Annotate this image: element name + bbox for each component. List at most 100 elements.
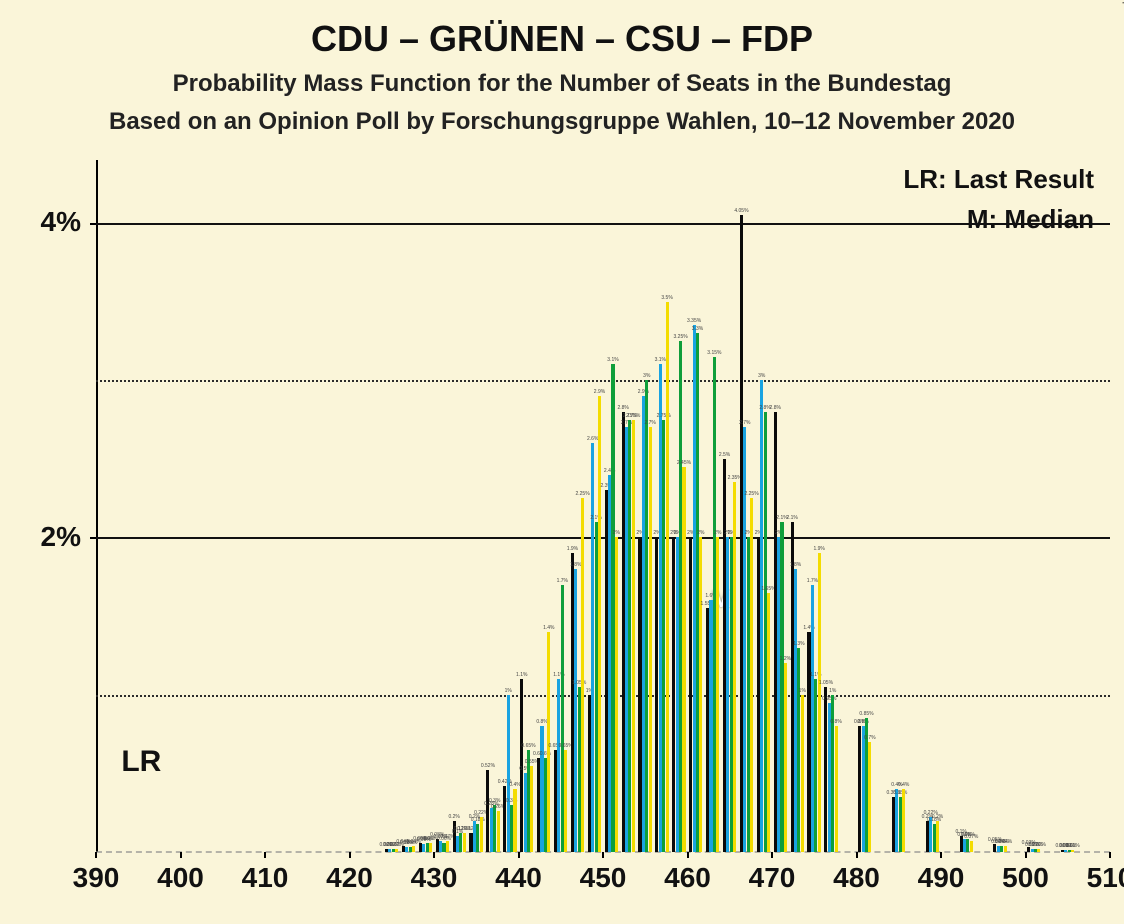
bar-yellow — [818, 553, 821, 852]
y-tick — [90, 537, 96, 539]
bar-value-label: 1.9% — [813, 546, 824, 552]
bar-yellow — [429, 843, 432, 852]
x-axis-label: 490 — [918, 862, 965, 894]
bar-value-label: 1.3% — [793, 641, 804, 647]
x-tick — [95, 852, 97, 858]
x-axis-label: 480 — [833, 862, 880, 894]
bar-yellow — [750, 498, 753, 852]
chart-subtitle-1: Probability Mass Function for the Number… — [0, 70, 1124, 98]
bar-yellow — [835, 726, 838, 852]
x-axis-label: 440 — [495, 862, 542, 894]
bar-value-label: 0.02% — [1032, 842, 1046, 848]
x-tick — [940, 852, 942, 858]
bar-yellow — [497, 811, 500, 852]
y-axis-label: 2% — [0, 521, 81, 553]
x-axis-label: 510 — [1087, 862, 1124, 894]
bar-value-label: 0.18% — [471, 817, 485, 823]
bar-value-label: 3% — [643, 373, 650, 379]
bar-value-label: 2% — [697, 530, 704, 536]
x-tick — [687, 852, 689, 858]
bar-value-label: 2% — [613, 530, 620, 536]
x-tick — [1109, 852, 1111, 858]
x-axis-label: 420 — [326, 862, 373, 894]
bar-yellow — [395, 849, 398, 852]
bar-yellow — [682, 467, 685, 852]
x-tick — [856, 852, 858, 858]
x-tick — [602, 852, 604, 858]
bar-value-label: 0.07% — [964, 834, 978, 840]
bar-value-label: 0.85% — [859, 711, 873, 717]
bar-value-label: 3.1% — [655, 357, 666, 363]
bar-value-label: 2.7% — [644, 420, 655, 426]
bar-value-label: 0.4% — [898, 782, 909, 788]
bar-value-label: 1% — [829, 688, 836, 694]
copyright-label: © 2020 Filip van Laenen — [1120, 0, 1124, 4]
bar-value-label: 2.75% — [626, 413, 640, 419]
chart-title: CDU – GRÜNEN – CSU – FDP — [0, 18, 1124, 60]
last-result-annotation: LR — [121, 745, 161, 779]
bar-value-label: 1.4% — [543, 625, 554, 631]
bar-yellow — [1004, 846, 1007, 852]
bar-value-label: 2.8% — [617, 405, 628, 411]
bar-yellow — [412, 846, 415, 852]
x-tick — [771, 852, 773, 858]
bar-value-label: 0.8% — [536, 719, 547, 725]
bar-value-label: 1% — [505, 688, 512, 694]
bar-value-label: 2.9% — [594, 389, 605, 395]
bar-value-label: 2.75% — [657, 413, 671, 419]
bar-yellow — [733, 482, 736, 852]
x-tick — [180, 852, 182, 858]
bar-yellow — [513, 789, 516, 852]
bar-value-label: 0.3% — [489, 798, 500, 804]
bar-value-label: 0.04% — [998, 839, 1012, 845]
x-axis-label: 450 — [580, 862, 627, 894]
x-tick — [264, 852, 266, 858]
bar-yellow — [581, 498, 584, 852]
bar-yellow — [902, 789, 905, 852]
bar-value-label: 1.05% — [819, 680, 833, 686]
x-tick — [1025, 852, 1027, 858]
chart-root: CDU – GRÜNEN – CSU – FDP Probability Mas… — [0, 0, 1124, 924]
bar-yellow — [463, 833, 466, 852]
x-tick — [433, 852, 435, 858]
bar-value-label: 1% — [799, 688, 806, 694]
bar-value-label: 1.9% — [567, 546, 578, 552]
x-axis-label: 410 — [242, 862, 289, 894]
bar-yellow — [530, 766, 533, 853]
bar-value-label: 3.5% — [661, 295, 672, 301]
bar-value-label: 2.25% — [744, 491, 758, 497]
bar-yellow — [598, 396, 601, 852]
bar-value-label: 3.1% — [607, 357, 618, 363]
bar-yellow — [1071, 850, 1074, 852]
bar-value-label: 1.1% — [516, 672, 527, 678]
bar-yellow — [666, 302, 669, 852]
gridline-minor — [96, 695, 1110, 697]
bar-value-label: 3.15% — [707, 350, 721, 356]
bar-value-label: 3.35% — [687, 318, 701, 324]
bar-value-label: 1.8% — [570, 562, 581, 568]
bar-value-label: 0.01% — [1066, 843, 1080, 849]
x-tick — [518, 852, 520, 858]
bar-value-label: 3.3% — [692, 326, 703, 332]
y-axis-label: 4% — [0, 206, 81, 238]
bar-value-label: 1.05% — [572, 680, 586, 686]
bar-value-label: 2.5% — [719, 452, 730, 458]
x-axis-label: 430 — [411, 862, 458, 894]
bar-value-label: 2.45% — [677, 460, 691, 466]
bar-value-label: 2.1% — [786, 515, 797, 521]
bar-value-label: 4.05% — [734, 208, 748, 214]
legend-median: M: Median — [967, 204, 1094, 235]
bar-value-label: 2.6% — [587, 436, 598, 442]
bar-yellow — [615, 537, 618, 852]
bar-value-label: 0.65% — [521, 743, 535, 749]
bar-value-label: 0.7% — [864, 735, 875, 741]
x-axis-label: 390 — [73, 862, 120, 894]
x-axis-label: 470 — [749, 862, 796, 894]
x-axis-label: 500 — [1002, 862, 1049, 894]
bar-value-label: 3% — [758, 373, 765, 379]
bar-yellow — [868, 742, 871, 852]
bar-yellow — [970, 841, 973, 852]
bar-value-label: 0.4% — [509, 782, 520, 788]
bar-yellow — [784, 663, 787, 852]
bar-value-label: 1.8% — [790, 562, 801, 568]
